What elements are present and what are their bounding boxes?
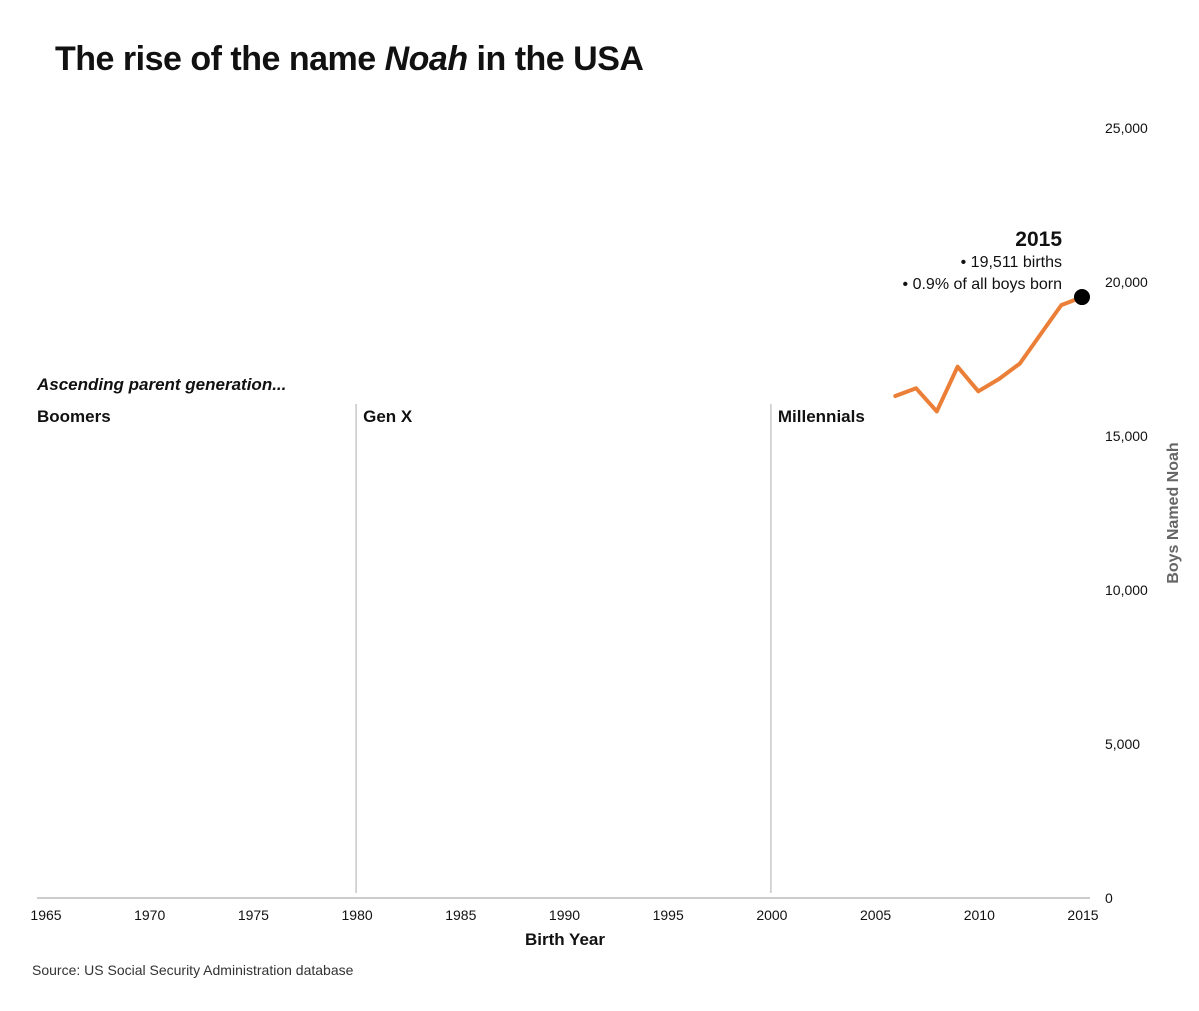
generation-layer: Ascending parent generation... Boomers Gen…	[36, 375, 865, 893]
y-tick-label: 20,000	[1105, 274, 1148, 290]
title-suffix: in the USA	[467, 40, 644, 78]
generation-heading: Ascending parent generation...	[36, 375, 286, 394]
x-tick-label: 1990	[549, 907, 580, 923]
x-tick-label: 1975	[238, 907, 269, 923]
series-line	[893, 295, 1084, 414]
y-tick-label: 10,000	[1105, 582, 1148, 598]
title-prefix: The rise of the name	[55, 40, 385, 78]
y-axis: 0 5,000 10,000 15,000 20,000 25,000	[1105, 120, 1148, 906]
x-tick-label: 1980	[342, 907, 373, 923]
y-tick-label: 25,000	[1105, 120, 1148, 136]
x-tick-label: 1995	[653, 907, 684, 923]
y-tick-label: 5,000	[1105, 736, 1140, 752]
series-layer	[893, 295, 1084, 414]
x-tick-label: 2000	[756, 907, 787, 923]
annotation-line: • 19,511 births	[961, 254, 1062, 271]
annotation-line: • 0.9% of all boys born	[903, 276, 1062, 293]
x-tick-label: 2010	[964, 907, 995, 923]
x-tick-label: 1985	[445, 907, 476, 923]
y-axis-title: Boys Named Noah	[1165, 442, 1182, 583]
y-tick-label: 15,000	[1105, 428, 1148, 444]
title-name: Noah	[384, 40, 469, 78]
y-tick-label: 0	[1105, 890, 1113, 906]
chart-title: The rise of the name Noah in the USA	[55, 40, 644, 79]
x-axis: 1965 1970 1975 1980 1985 1990 1995 2000 2005 2010…	[30, 897, 1099, 923]
source-note: Source: US Social Security Administratio…	[32, 962, 354, 978]
x-tick-label: 1970	[134, 907, 165, 923]
annotation-layer: 2015 • 19,511 births • 0.9% of all boys bo…	[903, 228, 1090, 306]
generation-label: Millennials	[778, 407, 865, 426]
generation-label: Gen X	[363, 407, 413, 426]
annotation-year: 2015	[1015, 228, 1062, 251]
highlight-point	[1074, 289, 1090, 306]
x-tick-label: 2005	[860, 907, 891, 923]
x-axis-title: Birth Year	[525, 930, 605, 949]
generation-label: Boomers	[37, 407, 111, 426]
x-tick-label: 2015	[1067, 907, 1098, 923]
x-tick-label: 1965	[30, 907, 61, 923]
